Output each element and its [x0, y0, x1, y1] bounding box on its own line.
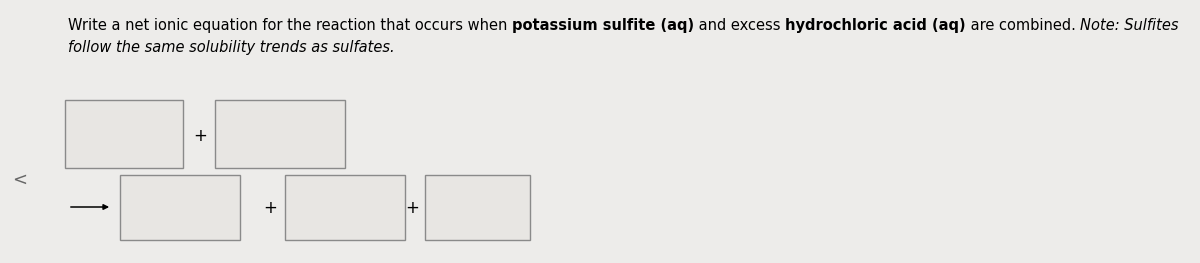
Text: are combined.: are combined. [966, 18, 1080, 33]
Bar [215, 100, 346, 168]
Text: Note: Sulfites: Note: Sulfites [1080, 18, 1178, 33]
Text: follow the same solubility trends as sulfates.: follow the same solubility trends as sul… [68, 40, 395, 55]
Text: hydrochloric acid (aq): hydrochloric acid (aq) [785, 18, 966, 33]
Text: <: < [12, 171, 28, 189]
Text: potassium sulfite (aq): potassium sulfite (aq) [512, 18, 694, 33]
Bar [425, 175, 530, 240]
Bar [65, 100, 182, 168]
Bar [286, 175, 406, 240]
Text: +: + [193, 127, 206, 145]
Text: and excess: and excess [694, 18, 785, 33]
Text: Write a net ionic equation for the reaction that occurs when: Write a net ionic equation for the react… [68, 18, 512, 33]
Text: +: + [263, 199, 277, 217]
Bar [120, 175, 240, 240]
Text: +: + [406, 199, 419, 217]
